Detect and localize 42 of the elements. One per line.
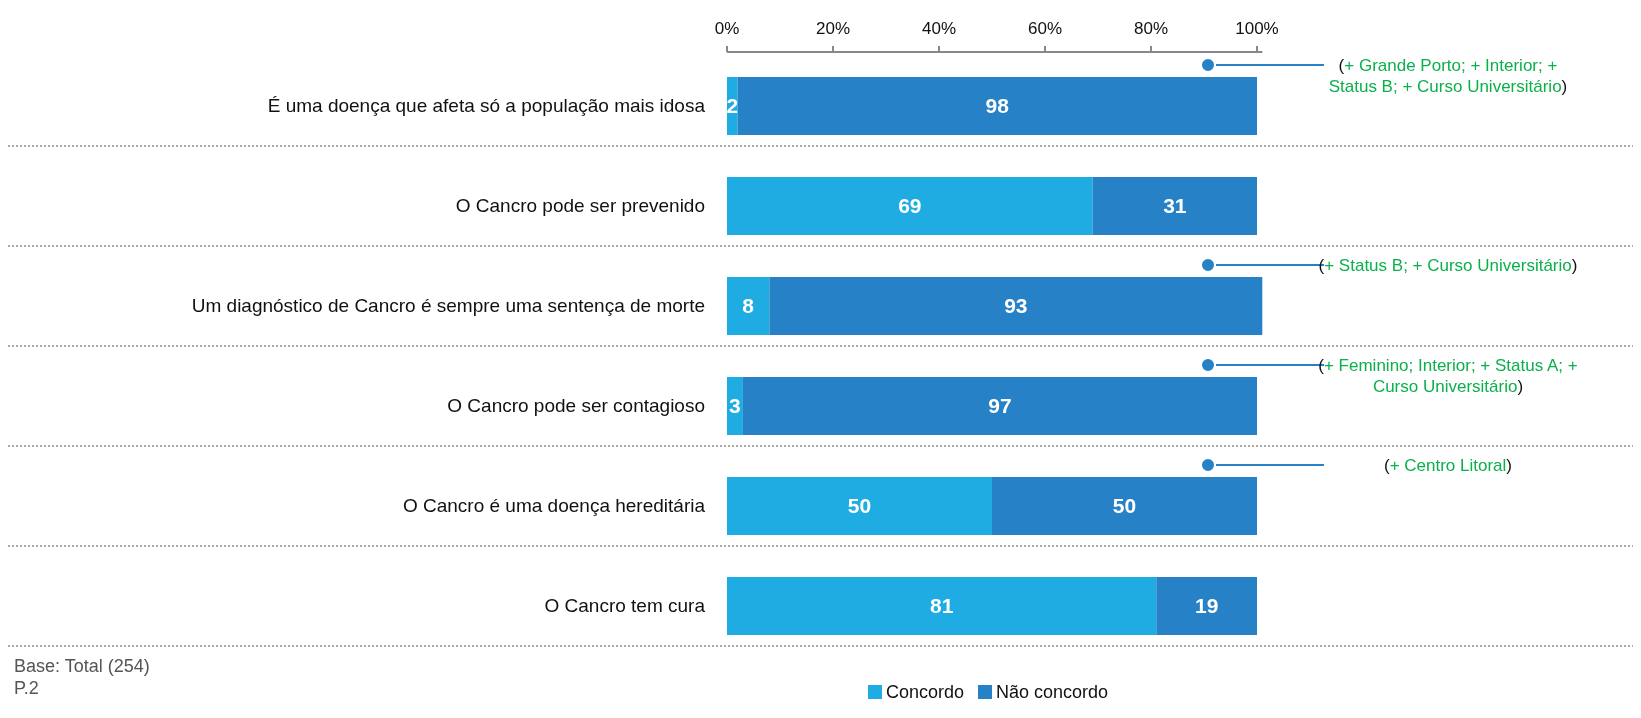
text: P.2 bbox=[14, 678, 39, 698]
bar bbox=[727, 477, 992, 535]
bar bbox=[992, 477, 1257, 535]
data-label: 50 bbox=[1112, 494, 1137, 517]
y-tick-label: É uma doença que afeta só a população mais idosa bbox=[267, 95, 706, 116]
y-tick-label: Um diagnóstico de Cancro é sempre uma sentença de morte bbox=[191, 295, 705, 316]
bar bbox=[742, 377, 1257, 435]
text: (+ Feminino; Interior; + Status A; + Curso Universitário) bbox=[1318, 356, 1578, 396]
data-label: 8 bbox=[742, 294, 755, 317]
y-tick-label: O Cancro é uma doença hereditária bbox=[402, 495, 706, 516]
bar bbox=[727, 577, 1157, 635]
text: (+ Centro Litoral) bbox=[1383, 456, 1513, 475]
legend-label: Concordo bbox=[886, 682, 965, 702]
y-tick-label: O Cancro pode ser contagioso bbox=[447, 395, 705, 416]
y-tick-label: O Cancro tem cura bbox=[544, 595, 706, 616]
bar bbox=[737, 77, 1257, 135]
y-tick-label: O Cancro pode ser prevenido bbox=[455, 195, 705, 216]
text: (+ Status B; + Curso Universitário) bbox=[1318, 256, 1578, 275]
x-tick-label: 20% bbox=[815, 19, 851, 38]
data-label: 50 bbox=[847, 494, 872, 517]
bar bbox=[769, 277, 1263, 335]
data-label: 69 bbox=[898, 194, 922, 217]
text: (+ Grande Porto; + Interior; + Status B; + Curso Universitário) bbox=[1328, 56, 1568, 96]
bar bbox=[727, 177, 1093, 235]
x-tick-label: 60% bbox=[1027, 19, 1063, 38]
x-tick-label: 40% bbox=[921, 19, 957, 38]
bar bbox=[1156, 577, 1257, 635]
x-tick-label: 80% bbox=[1133, 19, 1169, 38]
x-tick-label: 0% bbox=[714, 19, 740, 38]
data-label: 97 bbox=[988, 394, 1012, 417]
data-label: 81 bbox=[929, 594, 954, 617]
data-label: 3 bbox=[729, 394, 741, 417]
data-label: 19 bbox=[1194, 594, 1219, 617]
bar bbox=[1092, 177, 1257, 235]
data-label: 93 bbox=[1004, 294, 1028, 317]
legend-label: Não concordo bbox=[996, 682, 1109, 702]
data-label: 2 bbox=[726, 94, 739, 117]
data-label: 98 bbox=[985, 94, 1010, 117]
data-label: 31 bbox=[1163, 194, 1187, 217]
x-tick-label: 100% bbox=[1235, 19, 1279, 38]
bar bbox=[727, 277, 770, 335]
text: Base: Total (254) bbox=[14, 656, 150, 676]
